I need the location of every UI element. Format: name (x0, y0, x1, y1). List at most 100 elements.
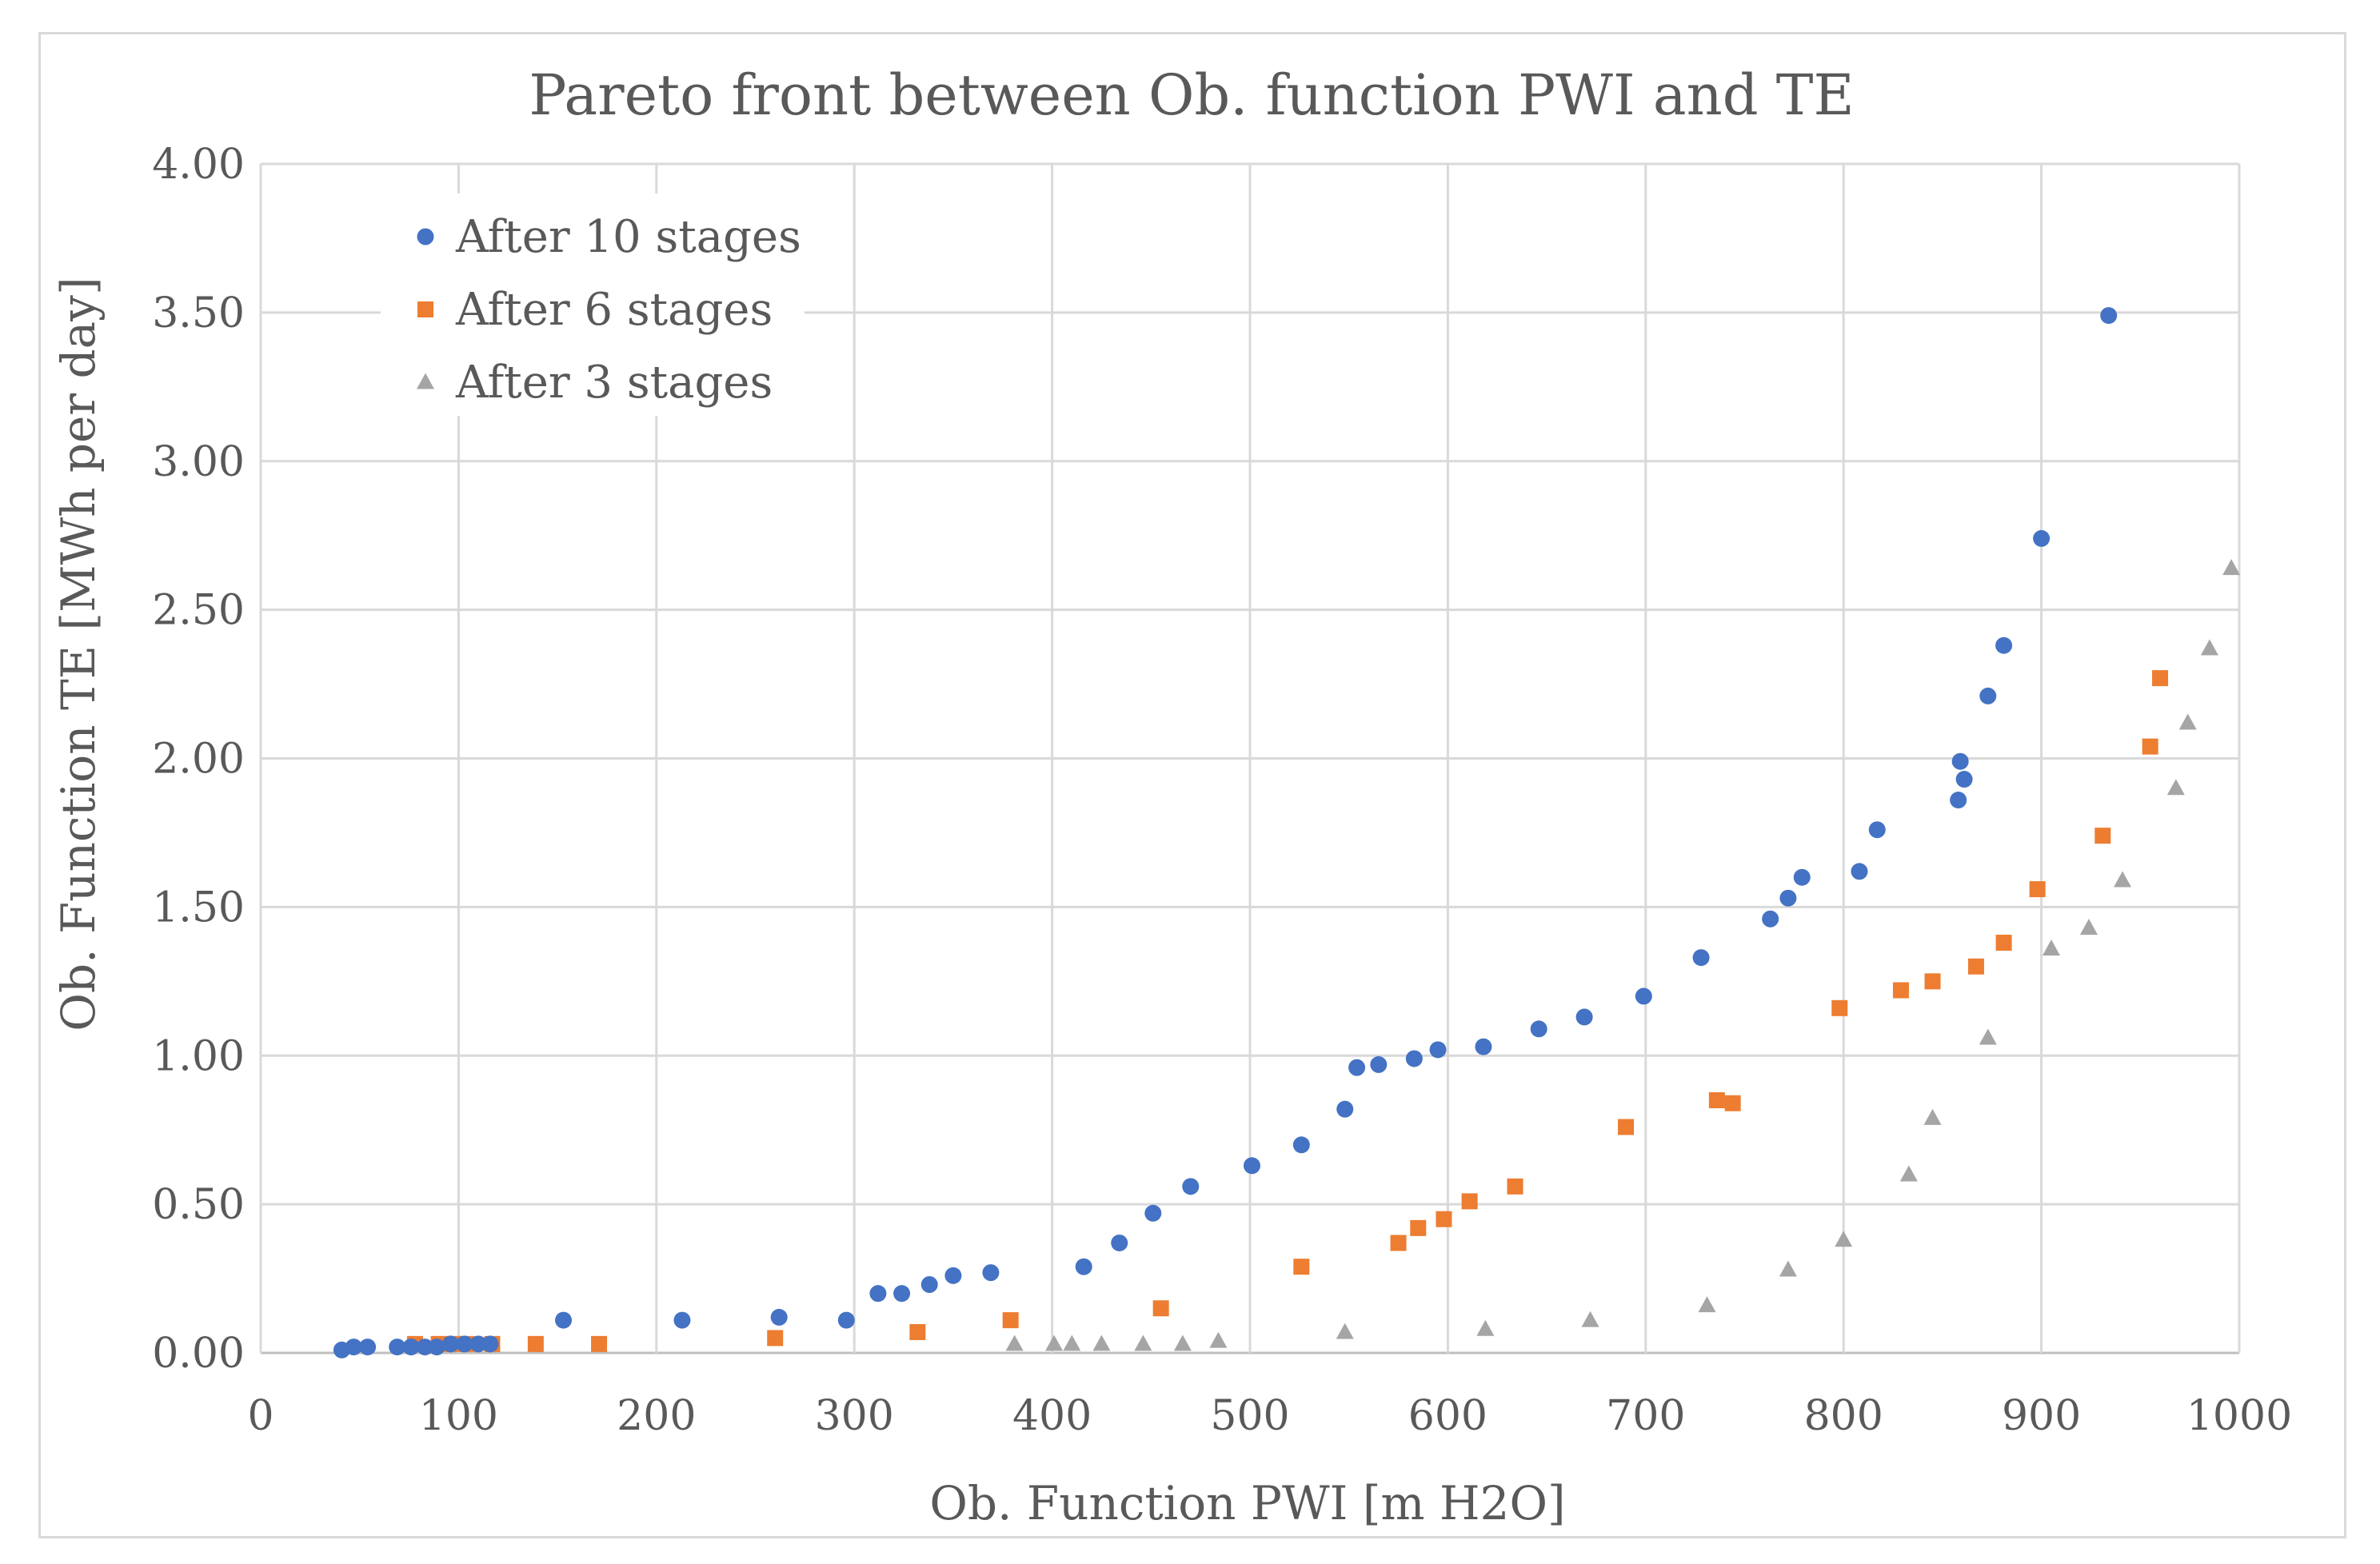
data-point (359, 1339, 377, 1356)
data-point (1045, 1335, 1064, 1351)
data-point (2222, 559, 2241, 576)
data-point (1336, 1323, 1354, 1339)
data-point (1692, 949, 1710, 967)
data-point (1618, 1119, 1635, 1135)
data-point (416, 1339, 433, 1356)
data-point (982, 1264, 1000, 1282)
data-point (1507, 1178, 1523, 1195)
data-point (1002, 1312, 1019, 1329)
data-point (1173, 1335, 1192, 1351)
data-point (869, 1285, 887, 1303)
y-tick-label: 4.00 (152, 141, 245, 189)
data-point (1899, 1165, 1918, 1182)
data-point (555, 1311, 573, 1329)
data-point (1995, 636, 2013, 654)
data-point (1924, 973, 1941, 990)
data-point (1293, 1259, 1310, 1275)
data-point (1951, 752, 1969, 770)
data-point (1370, 1055, 1388, 1073)
data-point (1698, 1296, 1716, 1313)
data-point (1405, 1050, 1423, 1067)
data-point (2178, 713, 2197, 730)
data-point (428, 1339, 445, 1356)
legend-marker-circle (417, 228, 434, 245)
data-point (1835, 1231, 1853, 1247)
data-point (893, 1285, 911, 1303)
grid-lines (259, 162, 2241, 1355)
legend-marker-triangle (417, 373, 434, 389)
chart-title: Pareto front between Ob. function PWI an… (529, 62, 1854, 128)
data-point (2166, 779, 2185, 796)
data-point (1724, 1095, 1741, 1111)
legend: After 10 stages After 6 stages After 3 sta… (381, 194, 805, 416)
data-point (1152, 1300, 1169, 1317)
y-axis-title: Ob. Function TE [MWh per day] (51, 277, 106, 1031)
data-point (1336, 1100, 1354, 1118)
data-point (1092, 1335, 1111, 1351)
x-tick-label: 1000 (2186, 1392, 2292, 1440)
data-point (2152, 670, 2169, 687)
y-tick-label: 3.50 (152, 289, 245, 337)
y-tick-labels: 0.00 0.50 1.00 1.50 2.00 2.50 3.00 3.50 4.00 (152, 141, 245, 1378)
data-point (1979, 687, 1997, 704)
data-point (1390, 1235, 1407, 1251)
data-point (2079, 918, 2098, 935)
data-point (1995, 934, 2012, 951)
legend-label: After 6 stages (455, 284, 773, 336)
x-tick-label: 100 (419, 1392, 498, 1440)
series-after-6-stages (406, 670, 2169, 1352)
y-tick-label: 1.50 (152, 884, 245, 932)
legend-background (381, 194, 805, 416)
y-tick-label: 2.00 (152, 736, 245, 784)
data-point (1892, 982, 1909, 999)
data-point (1779, 1260, 1797, 1277)
data-point (837, 1311, 855, 1329)
data-point (345, 1339, 362, 1356)
series-after-3-stages (1005, 559, 2241, 1351)
data-point (2200, 639, 2218, 656)
y-tick-label: 0.00 (152, 1330, 245, 1378)
data-point (2033, 529, 2051, 547)
data-point (469, 1335, 487, 1353)
data-point (1979, 1028, 1997, 1045)
data-point (2142, 738, 2158, 755)
data-point (1793, 868, 1811, 886)
data-point (1955, 771, 1973, 788)
data-point (1708, 1092, 1725, 1109)
x-tick-label: 400 (1012, 1392, 1092, 1440)
data-point (1410, 1219, 1427, 1236)
data-point (1209, 1331, 1228, 1348)
data-point (1530, 1020, 1547, 1038)
data-point (673, 1311, 691, 1329)
data-point (481, 1335, 499, 1353)
data-point (1182, 1178, 1200, 1195)
data-point (389, 1339, 406, 1356)
data-point (442, 1335, 460, 1353)
data-point (920, 1275, 938, 1293)
data-point (1134, 1335, 1152, 1351)
y-tick-label: 2.50 (152, 587, 245, 635)
data-point (1476, 1319, 1495, 1336)
data-point (456, 1335, 473, 1353)
data-point (1868, 821, 1886, 839)
data-point (1243, 1157, 1260, 1175)
data-point (1144, 1204, 1162, 1222)
data-point (1635, 987, 1652, 1005)
data-point (1575, 1008, 1593, 1026)
data-point (1762, 910, 1779, 928)
x-tick-label: 800 (1804, 1392, 1883, 1440)
x-tick-label: 500 (1210, 1392, 1289, 1440)
data-points (333, 307, 2241, 1359)
data-point (1436, 1211, 1452, 1227)
data-point (2042, 940, 2060, 956)
data-point (1005, 1335, 1024, 1351)
y-tick-label: 0.50 (152, 1181, 245, 1229)
data-point (402, 1339, 420, 1356)
data-point (1475, 1038, 1492, 1055)
data-point (527, 1335, 544, 1352)
y-tick-label: 1.00 (152, 1032, 245, 1080)
data-point (770, 1308, 788, 1326)
data-point (944, 1267, 962, 1284)
legend-label: After 10 stages (455, 211, 801, 263)
